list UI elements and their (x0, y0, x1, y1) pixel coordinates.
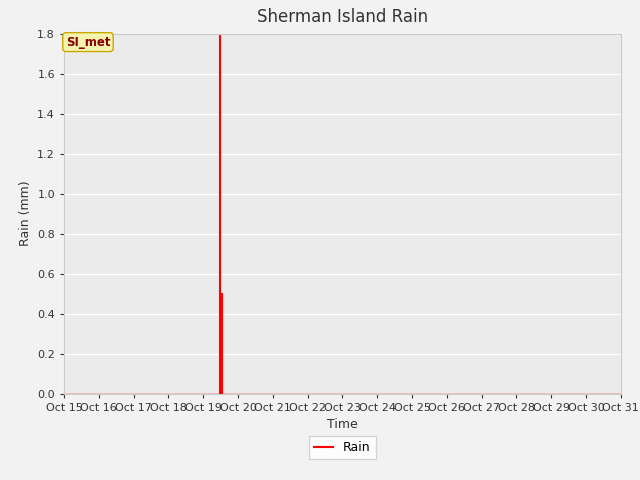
X-axis label: Time: Time (327, 418, 358, 431)
Text: SI_met: SI_met (66, 36, 110, 48)
Y-axis label: Rain (mm): Rain (mm) (19, 181, 31, 246)
Title: Sherman Island Rain: Sherman Island Rain (257, 9, 428, 26)
Legend: Rain: Rain (309, 436, 376, 459)
